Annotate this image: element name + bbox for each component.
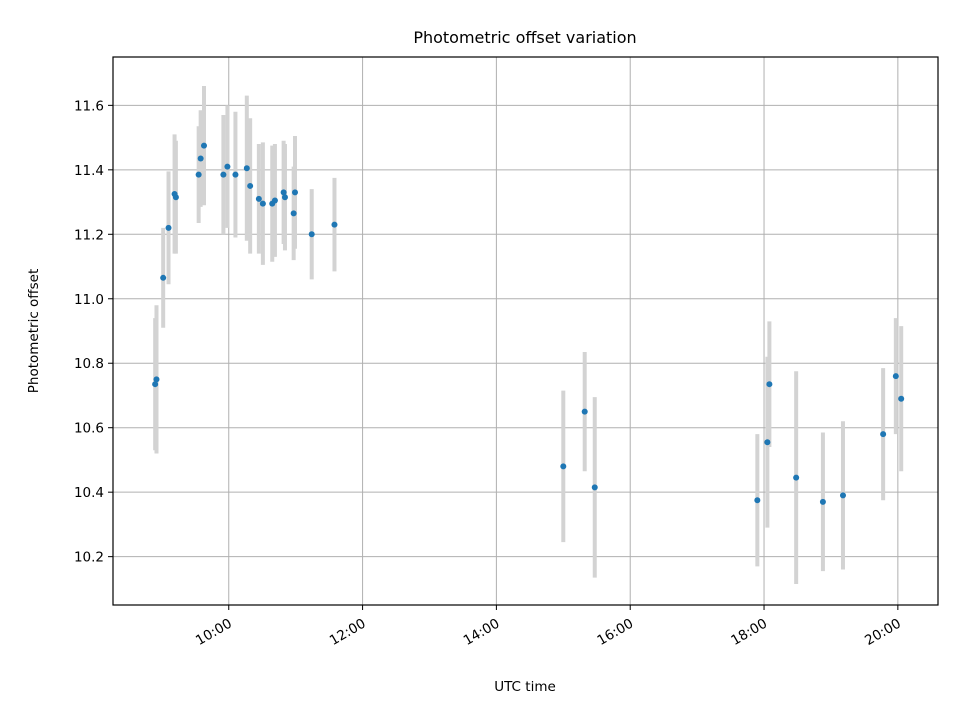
data-point xyxy=(880,431,887,438)
x-axis-label: UTC time xyxy=(494,679,556,695)
data-point xyxy=(200,142,207,149)
data-point xyxy=(291,189,298,196)
data-point xyxy=(243,165,250,172)
y-tick-label: 11.4 xyxy=(74,163,104,179)
y-axis: 10.2 10.4 10.6 10.8 11.0 11.2 11.4 11.6 xyxy=(74,98,113,566)
data-point xyxy=(331,221,338,228)
y-tick-label: 10.2 xyxy=(74,550,104,566)
data-point xyxy=(560,463,567,470)
data-point xyxy=(281,194,288,201)
data-point xyxy=(308,231,315,238)
data-point xyxy=(280,189,287,196)
data-point xyxy=(255,195,262,202)
data-point xyxy=(271,197,278,204)
data-point xyxy=(247,182,254,189)
data-points xyxy=(152,142,905,505)
data-point xyxy=(232,171,239,178)
y-tick-label: 11.0 xyxy=(74,292,104,308)
y-tick-label: 10.8 xyxy=(74,356,104,372)
plot-frame xyxy=(112,56,939,606)
data-point xyxy=(754,497,761,504)
data-point xyxy=(195,171,202,178)
data-point xyxy=(898,395,905,402)
data-point xyxy=(290,210,297,217)
data-point xyxy=(892,373,899,380)
data-point xyxy=(197,155,204,162)
data-point xyxy=(165,224,172,231)
data-point xyxy=(581,408,588,415)
data-point xyxy=(172,194,179,201)
data-point xyxy=(819,498,826,505)
data-point xyxy=(766,381,773,388)
y-tick-label: 10.4 xyxy=(74,485,104,501)
data-point xyxy=(152,381,159,388)
data-point xyxy=(220,171,227,178)
y-tick-label: 11.6 xyxy=(74,98,104,114)
data-point xyxy=(224,163,231,170)
data-point xyxy=(793,474,800,481)
data-point xyxy=(839,492,846,499)
data-point xyxy=(591,484,598,491)
data-point xyxy=(160,274,167,281)
data-point xyxy=(259,200,266,207)
y-tick-label: 10.6 xyxy=(74,421,104,437)
y-axis-label: Photometric offset xyxy=(26,269,42,393)
data-point xyxy=(153,376,160,383)
chart-title: Photometric offset variation xyxy=(413,28,636,47)
y-tick-label: 11.2 xyxy=(74,227,104,243)
data-point xyxy=(764,439,771,446)
